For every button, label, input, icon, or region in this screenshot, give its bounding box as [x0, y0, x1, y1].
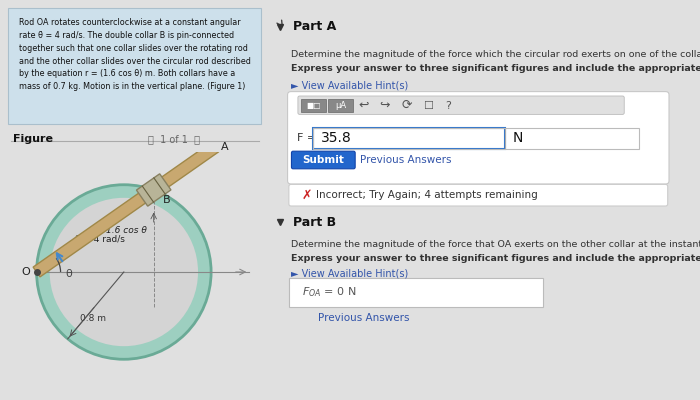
- Text: ↩: ↩: [358, 99, 369, 112]
- Text: ► View Available Hint(s): ► View Available Hint(s): [291, 269, 408, 279]
- Text: ✗: ✗: [302, 189, 312, 202]
- Polygon shape: [33, 142, 218, 277]
- Text: 0.8 m: 0.8 m: [80, 314, 106, 324]
- Text: Express your answer to three significant figures and include the appropriate uni: Express your answer to three significant…: [291, 64, 700, 73]
- Text: Figure: Figure: [13, 134, 53, 144]
- FancyBboxPatch shape: [288, 92, 669, 184]
- FancyBboxPatch shape: [8, 8, 261, 124]
- Text: Part B: Part B: [293, 216, 336, 228]
- Text: Part A: Part A: [293, 20, 337, 33]
- FancyBboxPatch shape: [289, 278, 543, 307]
- Text: Previous Answers: Previous Answers: [318, 313, 410, 323]
- Text: 〈  1 of 1  〉: 〈 1 of 1 〉: [148, 134, 200, 144]
- Text: Previous Answers: Previous Answers: [360, 155, 452, 165]
- Polygon shape: [136, 174, 171, 206]
- Circle shape: [36, 185, 211, 359]
- Text: μA: μA: [335, 101, 346, 110]
- Text: $F_{OA}$ = 0 N: $F_{OA}$ = 0 N: [302, 286, 356, 299]
- Text: 35.8: 35.8: [321, 131, 352, 145]
- Text: θ̇ = 4 rad/s: θ̇ = 4 rad/s: [75, 235, 125, 244]
- Text: N: N: [512, 131, 523, 145]
- Text: Determine the magnitude of the force which the circular rod exerts on one of the: Determine the magnitude of the force whi…: [291, 50, 700, 59]
- Text: ■□: ■□: [307, 101, 321, 110]
- Text: ► View Available Hint(s): ► View Available Hint(s): [291, 80, 408, 90]
- Text: O: O: [21, 267, 30, 277]
- FancyBboxPatch shape: [328, 99, 354, 112]
- Text: ☐: ☐: [423, 101, 433, 111]
- Text: Incorrect; Try Again; 4 attempts remaining: Incorrect; Try Again; 4 attempts remaini…: [316, 190, 538, 200]
- FancyBboxPatch shape: [289, 184, 668, 206]
- Text: ↪: ↪: [379, 99, 390, 112]
- Text: Determine the magnitude of the force that OA exerts on the other collar at the i: Determine the magnitude of the force tha…: [291, 240, 700, 249]
- Text: r = 1.6 cos θ: r = 1.6 cos θ: [90, 226, 147, 235]
- FancyBboxPatch shape: [298, 96, 624, 114]
- Circle shape: [50, 198, 198, 346]
- Text: F =: F =: [298, 133, 316, 143]
- Text: A: A: [220, 142, 228, 152]
- FancyBboxPatch shape: [314, 128, 505, 149]
- Text: θ: θ: [66, 269, 72, 279]
- Text: ?: ?: [445, 101, 451, 111]
- Text: Rod OA rotates counterclockwise at a constant angular
rate θ̇ = 4 rad/s. The dou: Rod OA rotates counterclockwise at a con…: [19, 18, 251, 91]
- Text: ⟳: ⟳: [401, 99, 412, 112]
- FancyBboxPatch shape: [301, 99, 326, 112]
- Text: Express your answer to three significant figures and include the appropriate uni: Express your answer to three significant…: [291, 254, 700, 264]
- Text: B: B: [162, 196, 170, 206]
- Text: Submit: Submit: [302, 155, 344, 165]
- FancyBboxPatch shape: [291, 151, 355, 169]
